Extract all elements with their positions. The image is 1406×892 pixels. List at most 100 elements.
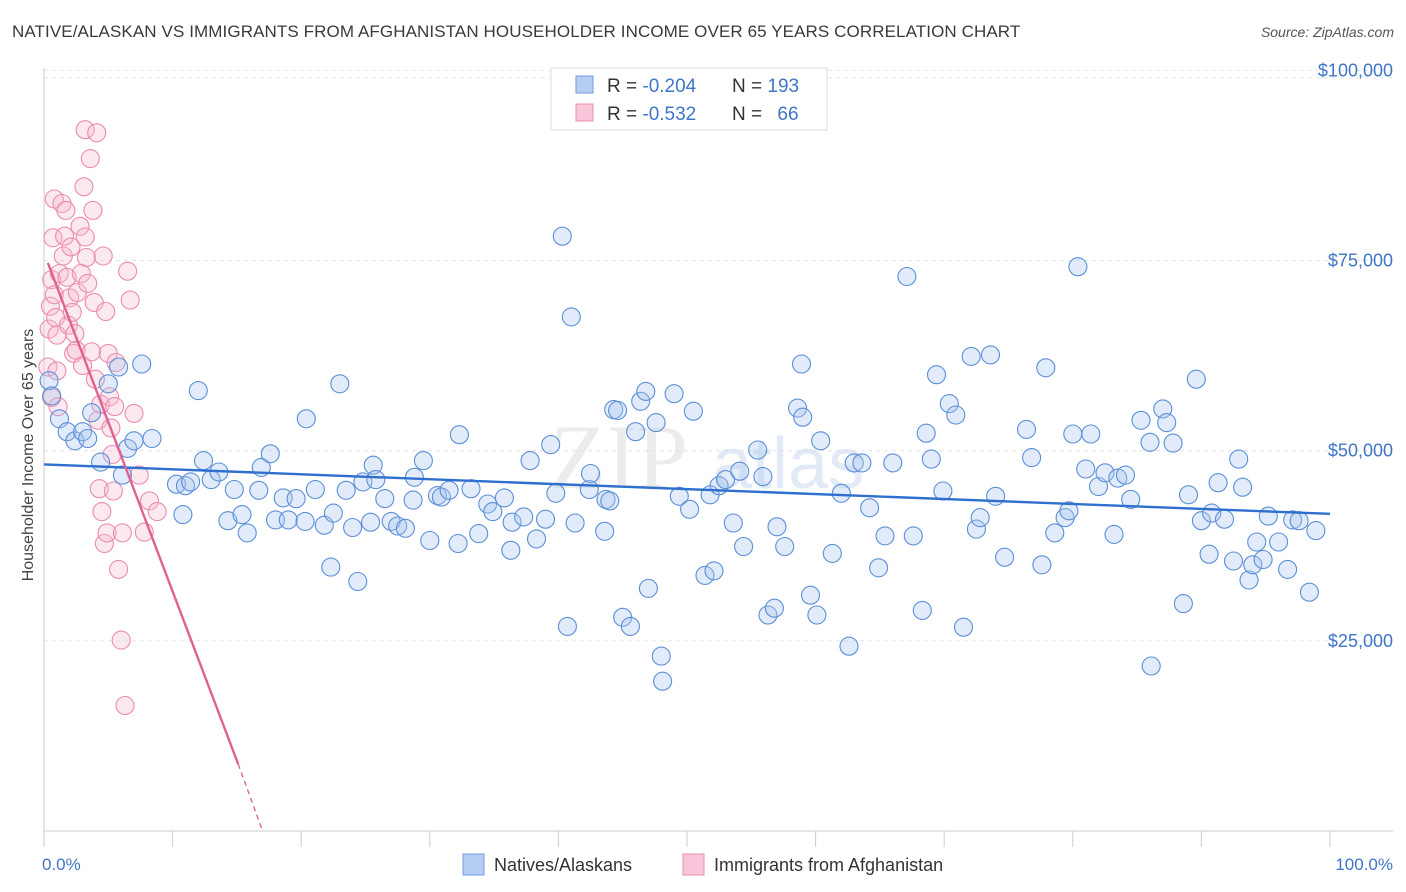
point-natives-alaskans bbox=[995, 547, 1015, 567]
point-natives-alaskans bbox=[330, 374, 350, 394]
point-natives-alaskans bbox=[535, 509, 556, 529]
point-natives-alaskans bbox=[1022, 448, 1042, 468]
svg-text:R = -0.532: R = -0.532 bbox=[607, 104, 696, 125]
point-natives-alaskans bbox=[469, 524, 489, 544]
point-natives-alaskans bbox=[704, 561, 724, 581]
point-immigrants-afghanistan bbox=[80, 149, 100, 169]
point-natives-alaskans bbox=[1289, 511, 1309, 531]
point-natives-alaskans bbox=[669, 486, 689, 506]
point-natives-alaskans bbox=[1269, 532, 1289, 552]
point-natives-alaskans bbox=[1059, 501, 1079, 521]
point-natives-alaskans bbox=[734, 536, 754, 557]
point-immigrants-afghanistan bbox=[40, 296, 60, 316]
y-tick-label: $50,000 bbox=[1328, 441, 1393, 461]
point-natives-alaskans bbox=[775, 536, 795, 557]
point-natives-alaskans bbox=[791, 354, 812, 374]
point-immigrants-afghanistan bbox=[74, 177, 94, 197]
point-natives-alaskans bbox=[124, 431, 144, 451]
trend-line-natives-alaskans bbox=[43, 463, 1331, 516]
point-natives-alaskans bbox=[730, 461, 750, 481]
point-natives-alaskans bbox=[552, 226, 572, 246]
point-immigrants-afghanistan bbox=[89, 479, 109, 499]
point-natives-alaskans bbox=[1186, 369, 1206, 389]
point-immigrants-afghanistan bbox=[56, 200, 76, 220]
point-natives-alaskans bbox=[439, 480, 459, 500]
stats-blue-r-value: -0.204 bbox=[642, 76, 696, 97]
point-natives-alaskans bbox=[822, 543, 842, 563]
point-natives-alaskans bbox=[1076, 459, 1096, 479]
point-immigrants-afghanistan bbox=[57, 267, 77, 287]
point-immigrants-afghanistan bbox=[139, 491, 160, 511]
y-tick-label: $75,000 bbox=[1328, 251, 1393, 271]
point-natives-alaskans bbox=[278, 510, 298, 530]
point-natives-alaskans bbox=[502, 512, 522, 532]
point-natives-alaskans bbox=[793, 407, 813, 427]
point-natives-alaskans bbox=[939, 394, 959, 414]
point-natives-alaskans bbox=[1214, 509, 1235, 529]
point-natives-alaskans bbox=[1121, 489, 1141, 509]
trend-line-extension-immigrants-afghanistan bbox=[237, 763, 264, 832]
legend-swatch-blue bbox=[462, 853, 485, 876]
stats-pink-n-label: N = bbox=[732, 104, 767, 125]
point-natives-alaskans bbox=[42, 386, 62, 406]
point-natives-alaskans bbox=[483, 502, 503, 522]
point-immigrants-afghanistan bbox=[39, 319, 59, 339]
point-natives-alaskans bbox=[753, 467, 773, 487]
point-natives-alaskans bbox=[767, 517, 787, 537]
stats-box: R = -0.204 N = 193 R = -0.532 N = 66 bbox=[550, 67, 828, 131]
point-natives-alaskans bbox=[249, 480, 269, 500]
point-natives-alaskans bbox=[395, 518, 415, 538]
stats-blue-n-value: 193 bbox=[767, 76, 799, 97]
point-natives-alaskans bbox=[173, 505, 193, 525]
point-natives-alaskans bbox=[296, 409, 316, 429]
point-natives-alaskans bbox=[600, 491, 620, 511]
point-natives-alaskans bbox=[305, 479, 325, 500]
point-natives-alaskans bbox=[461, 479, 481, 499]
stats-swatch-pink bbox=[575, 103, 594, 122]
point-natives-alaskans bbox=[1108, 468, 1128, 488]
point-natives-alaskans bbox=[142, 428, 162, 449]
point-natives-alaskans bbox=[636, 381, 656, 401]
source-credit: Source: ZipAtlas.com bbox=[1260, 24, 1394, 40]
point-natives-alaskans bbox=[980, 345, 1001, 365]
point-natives-alaskans bbox=[132, 354, 152, 374]
point-natives-alaskans bbox=[897, 266, 917, 287]
point-natives-alaskans bbox=[286, 489, 306, 509]
point-immigrants-afghanistan bbox=[75, 120, 95, 140]
point-natives-alaskans bbox=[1068, 257, 1088, 277]
point-natives-alaskans bbox=[1036, 358, 1056, 378]
point-natives-alaskans bbox=[1233, 477, 1253, 497]
point-natives-alaskans bbox=[1131, 410, 1151, 430]
point-natives-alaskans bbox=[1140, 432, 1160, 452]
point-natives-alaskans bbox=[579, 479, 599, 500]
point-natives-alaskans bbox=[1032, 555, 1052, 575]
point-natives-alaskans bbox=[811, 431, 831, 451]
point-natives-alaskans bbox=[970, 508, 990, 528]
point-natives-alaskans bbox=[109, 357, 129, 377]
point-natives-alaskans bbox=[541, 435, 561, 455]
point-natives-alaskans bbox=[1208, 473, 1228, 493]
point-natives-alaskans bbox=[1258, 506, 1278, 526]
point-immigrants-afghanistan bbox=[118, 261, 138, 281]
point-natives-alaskans bbox=[1278, 559, 1298, 579]
point-natives-alaskans bbox=[646, 413, 666, 433]
point-natives-alaskans bbox=[807, 605, 827, 625]
point-natives-alaskans bbox=[680, 499, 700, 519]
chart-title: NATIVE/ALASKAN VS IMMIGRANTS FROM AFGHAN… bbox=[12, 22, 1021, 41]
point-natives-alaskans bbox=[1157, 413, 1177, 433]
axes bbox=[43, 68, 1393, 847]
point-immigrants-afghanistan bbox=[87, 123, 107, 143]
point-natives-alaskans bbox=[580, 463, 601, 484]
point-natives-alaskans bbox=[260, 444, 280, 464]
point-immigrants-afghanistan bbox=[103, 481, 123, 501]
point-natives-alaskans bbox=[82, 403, 102, 423]
point-natives-alaskans bbox=[788, 398, 808, 418]
stats-blue-r-label: R = bbox=[607, 76, 642, 97]
point-immigrants-afghanistan bbox=[78, 273, 98, 293]
point-natives-alaskans bbox=[933, 481, 953, 501]
point-natives-alaskans bbox=[348, 571, 368, 592]
point-immigrants-afghanistan bbox=[92, 502, 112, 522]
point-natives-alaskans bbox=[375, 489, 395, 509]
point-natives-alaskans bbox=[1229, 449, 1249, 469]
trend-line-immigrants-afghanistan bbox=[46, 262, 240, 765]
